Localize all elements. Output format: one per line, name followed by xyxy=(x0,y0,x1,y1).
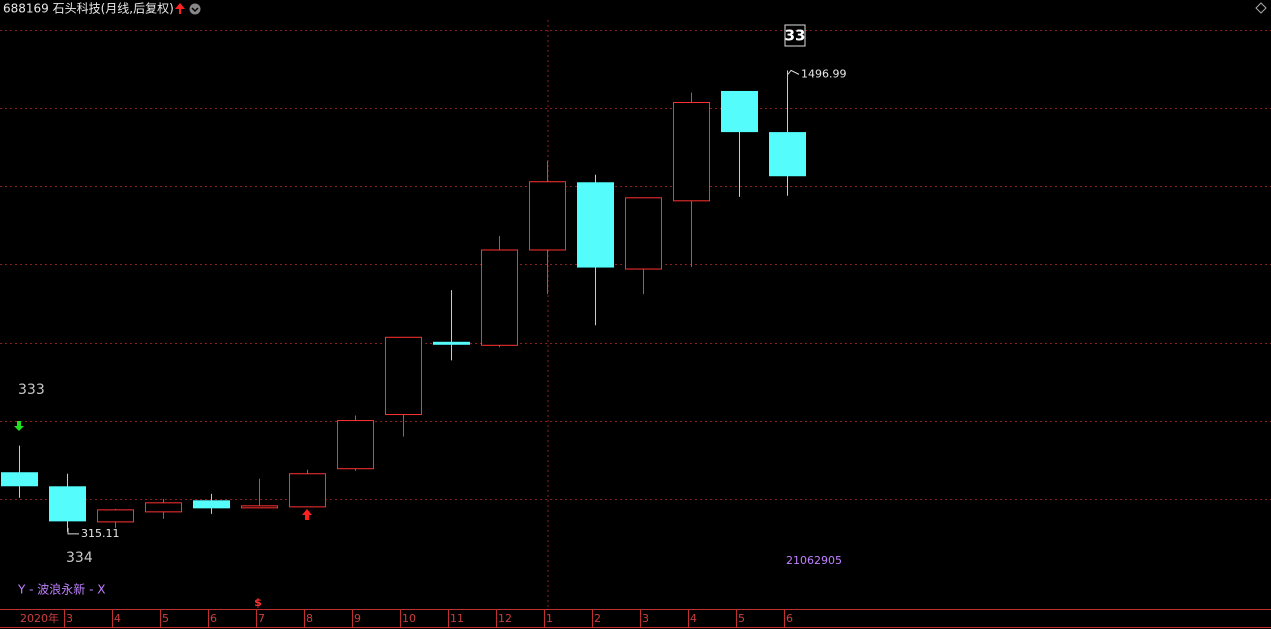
wave-upper: 333 xyxy=(18,382,45,398)
x-tick-label: 6 xyxy=(786,612,793,625)
candle-body xyxy=(97,509,134,523)
candle-body xyxy=(49,486,86,522)
corner-diamond[interactable] xyxy=(1255,2,1267,14)
x-tick-label: 2 xyxy=(594,612,601,625)
x-tick-label: 4 xyxy=(114,612,121,625)
x-tick-label: 1 xyxy=(546,612,553,625)
candle-body xyxy=(337,420,374,470)
x-tick-label: 6 xyxy=(210,612,217,625)
menu-button[interactable] xyxy=(189,3,201,15)
up-arrow xyxy=(302,509,312,520)
candle-body xyxy=(625,197,662,270)
indicator-label: Y - 波浪永新 - X xyxy=(17,582,105,597)
x-tick-label: 9 xyxy=(354,612,361,625)
signal-marker: $ xyxy=(254,596,262,609)
x-tick-label: 2020年 xyxy=(20,611,59,625)
candle-body xyxy=(241,505,278,509)
wave-count: 33 xyxy=(785,27,806,45)
low-pointer xyxy=(67,527,79,535)
high-label: 1496.99 xyxy=(801,67,847,80)
x-tick-label: 5 xyxy=(162,612,169,625)
candle-body xyxy=(1,472,38,487)
x-tick-label: 4 xyxy=(690,612,697,625)
candle-body xyxy=(673,101,710,202)
x-tick-label: 3 xyxy=(66,612,73,625)
up-icon xyxy=(175,3,185,14)
candle-body xyxy=(769,132,806,177)
x-tick-label: 3 xyxy=(642,612,649,625)
candle-body xyxy=(481,249,518,346)
x-tick-label: 7 xyxy=(258,612,265,625)
candle-body xyxy=(577,182,614,268)
wave-lower: 334 xyxy=(66,550,93,566)
wave-box xyxy=(784,24,806,47)
candle-body xyxy=(385,336,422,416)
x-tick-label: 10 xyxy=(402,612,416,625)
menu-chevron xyxy=(191,7,199,13)
high-pointer xyxy=(787,69,800,75)
candle-body xyxy=(433,341,470,345)
candle-body xyxy=(289,473,326,508)
x-tick-label: 12 xyxy=(498,612,512,625)
candle-body xyxy=(145,502,182,513)
x-tick-label: 5 xyxy=(738,612,745,625)
chart-title: 688169 石头科技(月线,后复权) xyxy=(3,2,174,16)
date-code: 21062905 xyxy=(786,554,842,567)
candle-body xyxy=(193,500,230,509)
down-arrow xyxy=(14,421,24,431)
candle-body xyxy=(529,181,566,251)
x-tick-label: 8 xyxy=(306,612,313,625)
candle-body xyxy=(721,90,758,133)
x-tick-label: 11 xyxy=(450,612,464,625)
low-label: 315.11 xyxy=(81,527,120,540)
